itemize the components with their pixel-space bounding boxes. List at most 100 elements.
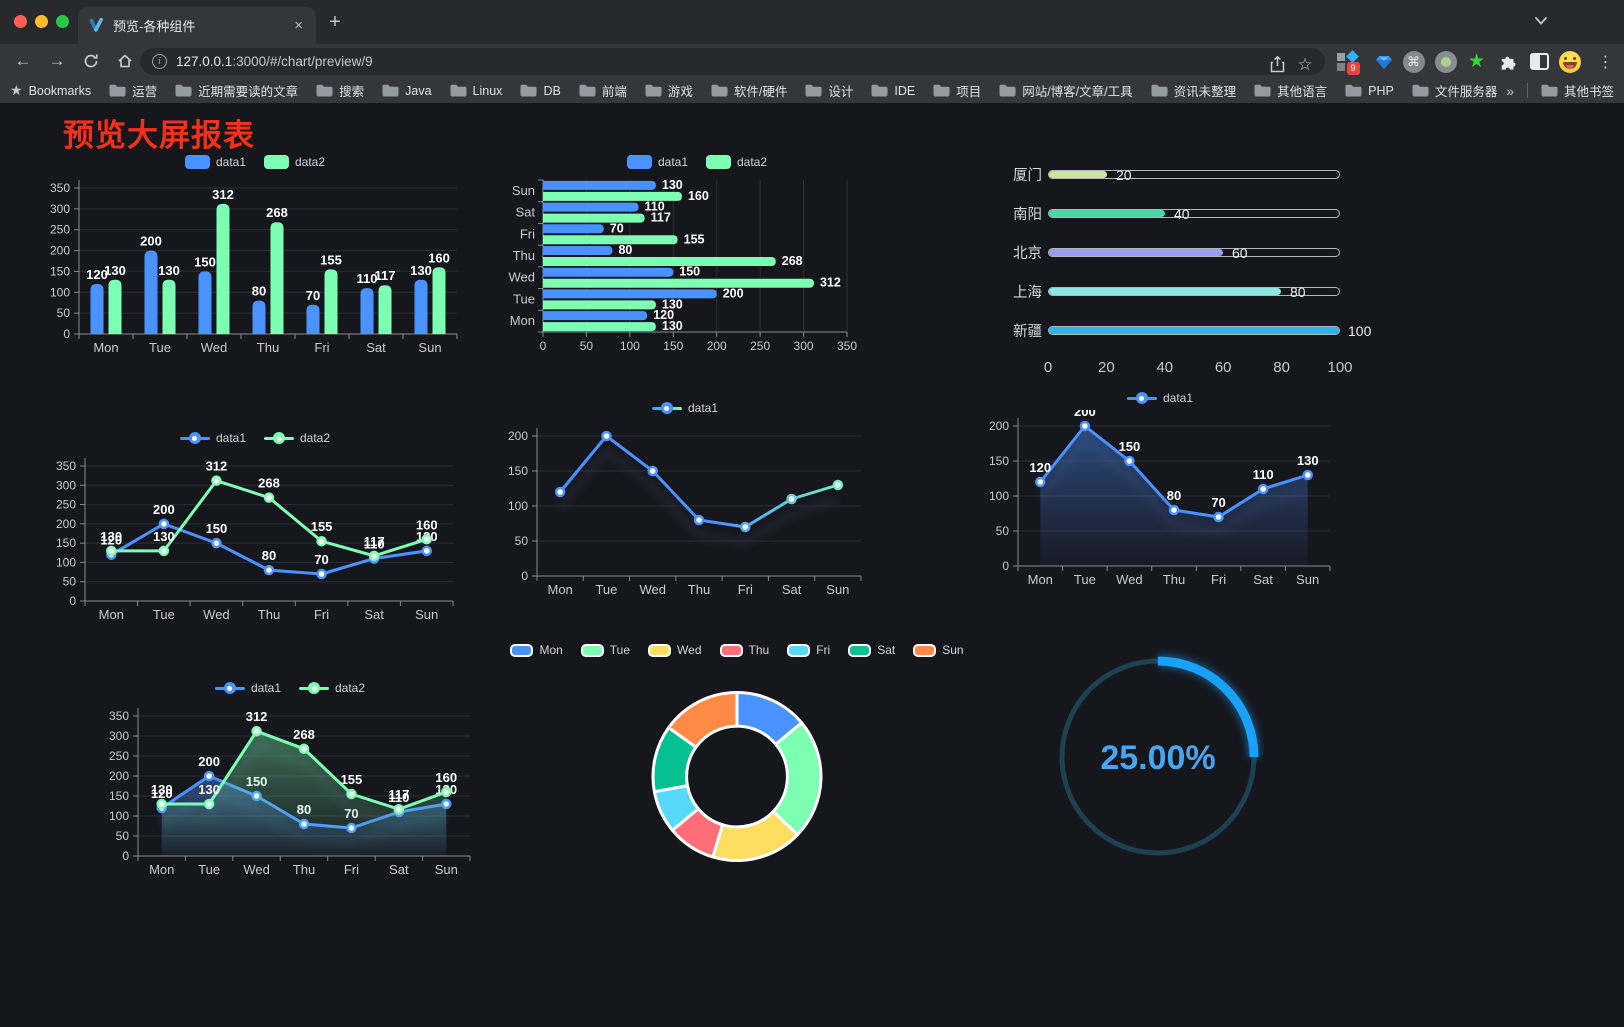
legend-item[interactable]: Fri xyxy=(787,643,830,657)
bookmarks-manager-item[interactable]: ★ Bookmarks xyxy=(10,82,91,99)
bookmark-star-icon[interactable]: ☆ xyxy=(1297,54,1313,74)
extension-gem-icon[interactable] xyxy=(1370,48,1397,75)
legend-item[interactable]: data1 xyxy=(214,681,281,695)
chart-ring-progress[interactable]: 25.00% xyxy=(1052,648,1264,866)
progress-fill xyxy=(1049,170,1107,178)
svg-text:110: 110 xyxy=(1253,467,1274,482)
tab-close-icon[interactable]: × xyxy=(294,17,303,34)
other-bookmarks-folder[interactable]: 其他书签 xyxy=(1541,81,1614,100)
bookmark-folder[interactable]: 设计 xyxy=(805,81,853,100)
bookmark-folder[interactable]: PHP xyxy=(1345,84,1394,98)
chart-line-area[interactable]: data1 0 50 100 150 200 Mon Tue Wed Thu Fri Sat Sun 12… xyxy=(978,388,1342,600)
svg-text:Tue: Tue xyxy=(198,862,220,877)
svg-text:Mon: Mon xyxy=(547,582,572,597)
bookmark-folder[interactable]: IDE xyxy=(871,84,915,98)
home-button[interactable] xyxy=(112,48,138,74)
chart-line-two-series[interactable]: data1 data2 0 50 100 150 200 250 300 350 Mon Tue Wed… xyxy=(45,428,465,635)
chart-capsule-progress[interactable]: 厦门 20 南阳 40 北京 60 上海 80 新疆 100 0 20 40 60 80 100 xyxy=(1000,160,1371,384)
back-button[interactable]: ← xyxy=(14,51,32,70)
folder-icon xyxy=(1541,84,1558,97)
svg-text:Thu: Thu xyxy=(688,582,710,597)
extensions-puzzle-icon[interactable] xyxy=(1494,48,1521,75)
svg-text:160: 160 xyxy=(416,517,438,532)
svg-text:155: 155 xyxy=(684,232,705,246)
window-minimize-button[interactable] xyxy=(35,15,48,28)
address-bar[interactable]: i 127.0.0.1:3000/#/chart/preview/9 ☆ xyxy=(140,47,1325,77)
forward-button[interactable]: → xyxy=(48,51,66,70)
legend-item[interactable]: data1 xyxy=(179,431,246,445)
bookmark-folder[interactable]: 搜索 xyxy=(316,81,364,100)
svg-text:Sun: Sun xyxy=(826,582,849,597)
bookmark-folder[interactable]: Java xyxy=(382,84,432,98)
svg-text:150: 150 xyxy=(109,789,129,803)
legend-label: data2 xyxy=(300,431,331,445)
svg-text:Thu: Thu xyxy=(257,340,279,355)
chart-grouped-bar-horizontal[interactable]: data1 data2 0 50 100 150 200 250 300 350 Sun 130 160… xyxy=(503,152,891,364)
legend-item[interactable]: Wed xyxy=(648,643,702,657)
bookmark-folder[interactable]: 其他语言 xyxy=(1254,81,1327,100)
legend-item[interactable]: Mon xyxy=(510,643,563,657)
bookmark-folder[interactable]: 运营 xyxy=(109,81,157,100)
share-button[interactable] xyxy=(1265,53,1289,77)
bookmark-folder[interactable]: DB xyxy=(520,84,561,98)
legend-item[interactable]: data1 xyxy=(184,155,246,169)
bookmarks-overflow-chevron[interactable]: » xyxy=(1506,82,1514,99)
svg-text:150: 150 xyxy=(989,454,1009,468)
line-series-data1: 120 200 150 80 70 110 130 xyxy=(1029,410,1319,566)
new-tab-button[interactable]: + xyxy=(329,10,341,33)
browser-menu-button[interactable]: ⋮ xyxy=(1592,48,1619,75)
tab-search-chevron-icon[interactable] xyxy=(1534,16,1548,26)
bookmark-folder[interactable]: 软件/硬件 xyxy=(711,81,787,100)
bookmark-folder[interactable]: 前端 xyxy=(579,81,627,100)
chart-legend: data1 data2 xyxy=(503,152,891,172)
svg-text:312: 312 xyxy=(206,459,228,474)
bookmark-folder[interactable]: Linux xyxy=(450,84,502,98)
legend-label: data1 xyxy=(215,155,246,169)
bookmark-folder[interactable]: 项目 xyxy=(933,81,981,100)
window-close-button[interactable] xyxy=(14,15,27,28)
chart-line-gradient[interactable]: data1 0 50 100 150 200 Mon Tue Wed Thu Fri Sat Sun xyxy=(497,398,873,610)
legend-item[interactable]: Sun xyxy=(913,643,964,657)
extension-sidepanel-icon[interactable] xyxy=(1526,48,1553,75)
chart-donut-week[interactable]: Mon Tue Wed Thu Fri Sat Sun xyxy=(510,640,964,875)
data-point-marker xyxy=(156,798,167,810)
chart-grouped-bar-vertical[interactable]: data1 data2 0 50 100 150 200 250 300 350 Mon Tue Wed… xyxy=(45,152,465,364)
svg-text:200: 200 xyxy=(508,429,528,443)
legend-item[interactable]: Thu xyxy=(719,643,770,657)
svg-text:Sun: Sun xyxy=(415,607,438,622)
legend-label: data1 xyxy=(250,681,281,695)
legend-item[interactable]: data1 xyxy=(626,155,688,169)
svg-text:50: 50 xyxy=(63,575,77,589)
bookmark-folder[interactable]: 资讯未整理 xyxy=(1151,81,1236,100)
browser-tab[interactable]: 预览-各种组件 × xyxy=(78,7,316,44)
extension-command-icon[interactable]: ⌘ xyxy=(1400,48,1427,75)
legend-item[interactable]: Tue xyxy=(580,643,630,657)
extension-green-star-icon[interactable]: ★ xyxy=(1467,51,1486,72)
extension-blocks-icon[interactable]: 9 xyxy=(1333,48,1360,75)
site-info-icon[interactable]: i xyxy=(152,53,167,69)
folder-icon xyxy=(109,84,126,97)
legend-item[interactable]: data2 xyxy=(264,431,330,445)
legend-item[interactable]: data1 xyxy=(1126,391,1193,405)
bookmark-folder[interactable]: 文件服务器 xyxy=(1412,81,1497,100)
svg-text:155: 155 xyxy=(341,772,363,787)
svg-text:Mon: Mon xyxy=(93,340,118,355)
legend-item[interactable]: data2 xyxy=(264,155,325,169)
bookmark-folder[interactable]: 近期需要读的文章 xyxy=(175,81,298,100)
svg-text:300: 300 xyxy=(109,729,129,743)
legend-label: Thu xyxy=(748,643,770,657)
legend-item[interactable]: Sat xyxy=(848,643,895,657)
axis-tick-label: 0 xyxy=(1043,359,1053,376)
data-point-marker xyxy=(211,475,222,486)
legend-item[interactable]: data2 xyxy=(299,681,365,695)
extension-emoji-icon[interactable] xyxy=(1556,48,1583,75)
bookmark-folder-label: 设计 xyxy=(828,85,854,99)
reload-button[interactable] xyxy=(78,48,104,74)
window-zoom-button[interactable] xyxy=(56,15,69,28)
chart-area-two-series[interactable]: data1 data2 0 50 100 150 200 250 300 350 Mon Tue Wed… xyxy=(98,678,482,890)
extension-record-icon[interactable] xyxy=(1432,48,1459,75)
legend-item[interactable]: data2 xyxy=(706,155,767,169)
bookmark-folder[interactable]: 网站/博客/文章/工具 xyxy=(999,81,1133,100)
bookmark-folder[interactable]: 游戏 xyxy=(645,81,693,100)
legend-item[interactable]: data1 xyxy=(651,401,718,415)
